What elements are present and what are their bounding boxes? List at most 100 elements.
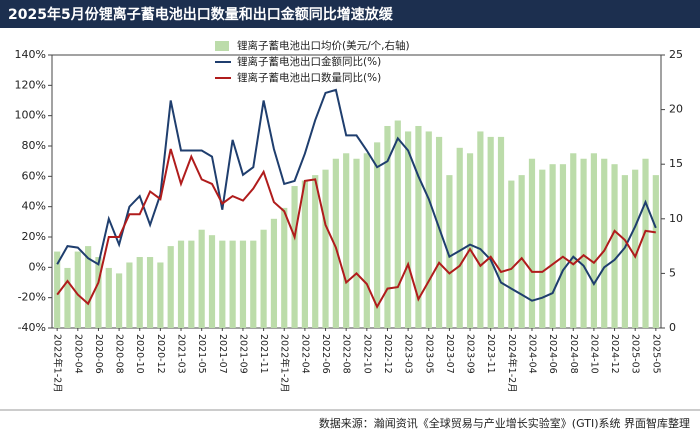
y-tick-label: 80% bbox=[22, 139, 46, 152]
y2-tick-label: 25 bbox=[669, 48, 683, 61]
legend-swatch bbox=[215, 41, 229, 51]
y-tick-label: 40% bbox=[22, 200, 46, 213]
chart-title: 2025年5月份锂离子蓄电池出口数量和出口金额同比增速放缓 bbox=[8, 6, 394, 23]
bar bbox=[219, 240, 226, 328]
bar bbox=[611, 164, 618, 328]
bar bbox=[301, 180, 308, 328]
bar bbox=[95, 257, 102, 328]
x-tick-label: 2020-04 bbox=[72, 334, 83, 374]
line bbox=[56, 88, 657, 302]
y2-tick-label: 20 bbox=[669, 103, 683, 116]
bar bbox=[528, 158, 536, 328]
bar bbox=[312, 175, 319, 328]
bar bbox=[322, 169, 329, 328]
bar bbox=[291, 186, 298, 328]
x-tick-label: 2024-04 bbox=[526, 334, 537, 374]
legend-label: 锂离子蓄电池出口数量同比(%) bbox=[237, 71, 381, 84]
x-tick-label: 2021-05 bbox=[196, 334, 207, 374]
y2-tick-label: 0 bbox=[669, 321, 676, 334]
bar bbox=[652, 175, 659, 328]
x-tick-label: 2020-06 bbox=[93, 334, 104, 374]
title-bar bbox=[0, 0, 700, 28]
bar bbox=[208, 235, 216, 328]
bar bbox=[477, 131, 484, 328]
bar bbox=[601, 158, 608, 328]
x-tick-label: 2021-09 bbox=[237, 334, 248, 374]
y-tick-label: 60% bbox=[22, 169, 46, 182]
bar bbox=[167, 246, 174, 328]
bar bbox=[621, 175, 628, 328]
bar bbox=[239, 240, 247, 328]
x-tick-label: 2022-04 bbox=[299, 334, 310, 374]
y-tick-label: 0% bbox=[29, 260, 46, 273]
bar bbox=[446, 175, 453, 328]
bar bbox=[518, 175, 525, 328]
bar bbox=[466, 153, 474, 328]
bar bbox=[115, 273, 123, 328]
bar bbox=[157, 262, 164, 328]
bar bbox=[363, 153, 370, 328]
line bbox=[56, 148, 656, 309]
bar bbox=[425, 131, 432, 328]
bar bbox=[74, 251, 81, 328]
bar bbox=[508, 180, 515, 328]
x-tick-label: 2022年1-2月 bbox=[52, 334, 64, 393]
x-tick-label: 2025-03 bbox=[630, 334, 641, 374]
bar bbox=[415, 125, 422, 328]
bar bbox=[435, 136, 443, 328]
bar bbox=[281, 207, 288, 328]
x-tick-label: 2025-05 bbox=[650, 334, 661, 374]
bar bbox=[85, 246, 92, 328]
x-tick-label: 2022-06 bbox=[320, 334, 331, 374]
x-tick-label: 2020-12 bbox=[155, 334, 166, 374]
bar bbox=[384, 125, 391, 328]
bar bbox=[642, 158, 649, 328]
x-tick-label: 2024年1-2月 bbox=[506, 334, 518, 393]
x-tick-label: 2022-08 bbox=[341, 334, 352, 374]
source-note: 数据来源：瀚闻资讯《全球贸易与产业增长实验室》(GTI)系统 界面智库整理 bbox=[319, 416, 690, 430]
x-tick-label: 2024-06 bbox=[547, 334, 558, 374]
bar bbox=[270, 218, 278, 328]
x-tick-label: 2021-07 bbox=[217, 334, 228, 374]
x-tick-label: 2023-09 bbox=[465, 334, 476, 374]
bar bbox=[487, 136, 494, 328]
x-tick-label: 2022-12 bbox=[382, 334, 393, 374]
bar bbox=[590, 153, 598, 328]
y-tick-label: 120% bbox=[15, 78, 46, 91]
bar bbox=[539, 169, 546, 328]
bar bbox=[332, 158, 339, 328]
bar bbox=[456, 147, 463, 328]
bar bbox=[146, 257, 154, 328]
bar bbox=[64, 267, 71, 328]
bar bbox=[559, 164, 567, 328]
bar bbox=[188, 240, 195, 328]
x-tick-label: 2022-10 bbox=[361, 334, 372, 374]
bar bbox=[353, 158, 360, 328]
y2-tick-label: 10 bbox=[669, 212, 683, 225]
bar bbox=[394, 120, 401, 329]
x-tick-label: 2024-08 bbox=[568, 334, 579, 374]
bar bbox=[136, 257, 143, 328]
bar bbox=[632, 169, 639, 328]
x-tick-label: 2023-11 bbox=[485, 334, 496, 374]
y-tick-label: 20% bbox=[22, 230, 46, 243]
x-tick-label: 2023-07 bbox=[444, 334, 455, 374]
bar bbox=[198, 229, 205, 328]
x-tick-label: 2020-10 bbox=[134, 334, 145, 374]
bar bbox=[405, 131, 412, 328]
y-tick-label: -40% bbox=[18, 321, 46, 334]
bar bbox=[570, 153, 577, 328]
legend-label: 锂离子蓄电池出口金额同比(%) bbox=[237, 55, 381, 68]
bar bbox=[105, 267, 112, 328]
x-tick-label: 2023-03 bbox=[403, 334, 414, 374]
bar bbox=[343, 153, 350, 328]
bar bbox=[177, 240, 185, 328]
bar bbox=[54, 251, 61, 328]
x-tick-label: 2023-05 bbox=[423, 334, 434, 374]
bar bbox=[250, 240, 257, 328]
bar bbox=[126, 262, 133, 328]
bar bbox=[229, 240, 236, 328]
x-tick-label: 2024-10 bbox=[588, 334, 599, 374]
y2-tick-label: 15 bbox=[669, 157, 683, 170]
